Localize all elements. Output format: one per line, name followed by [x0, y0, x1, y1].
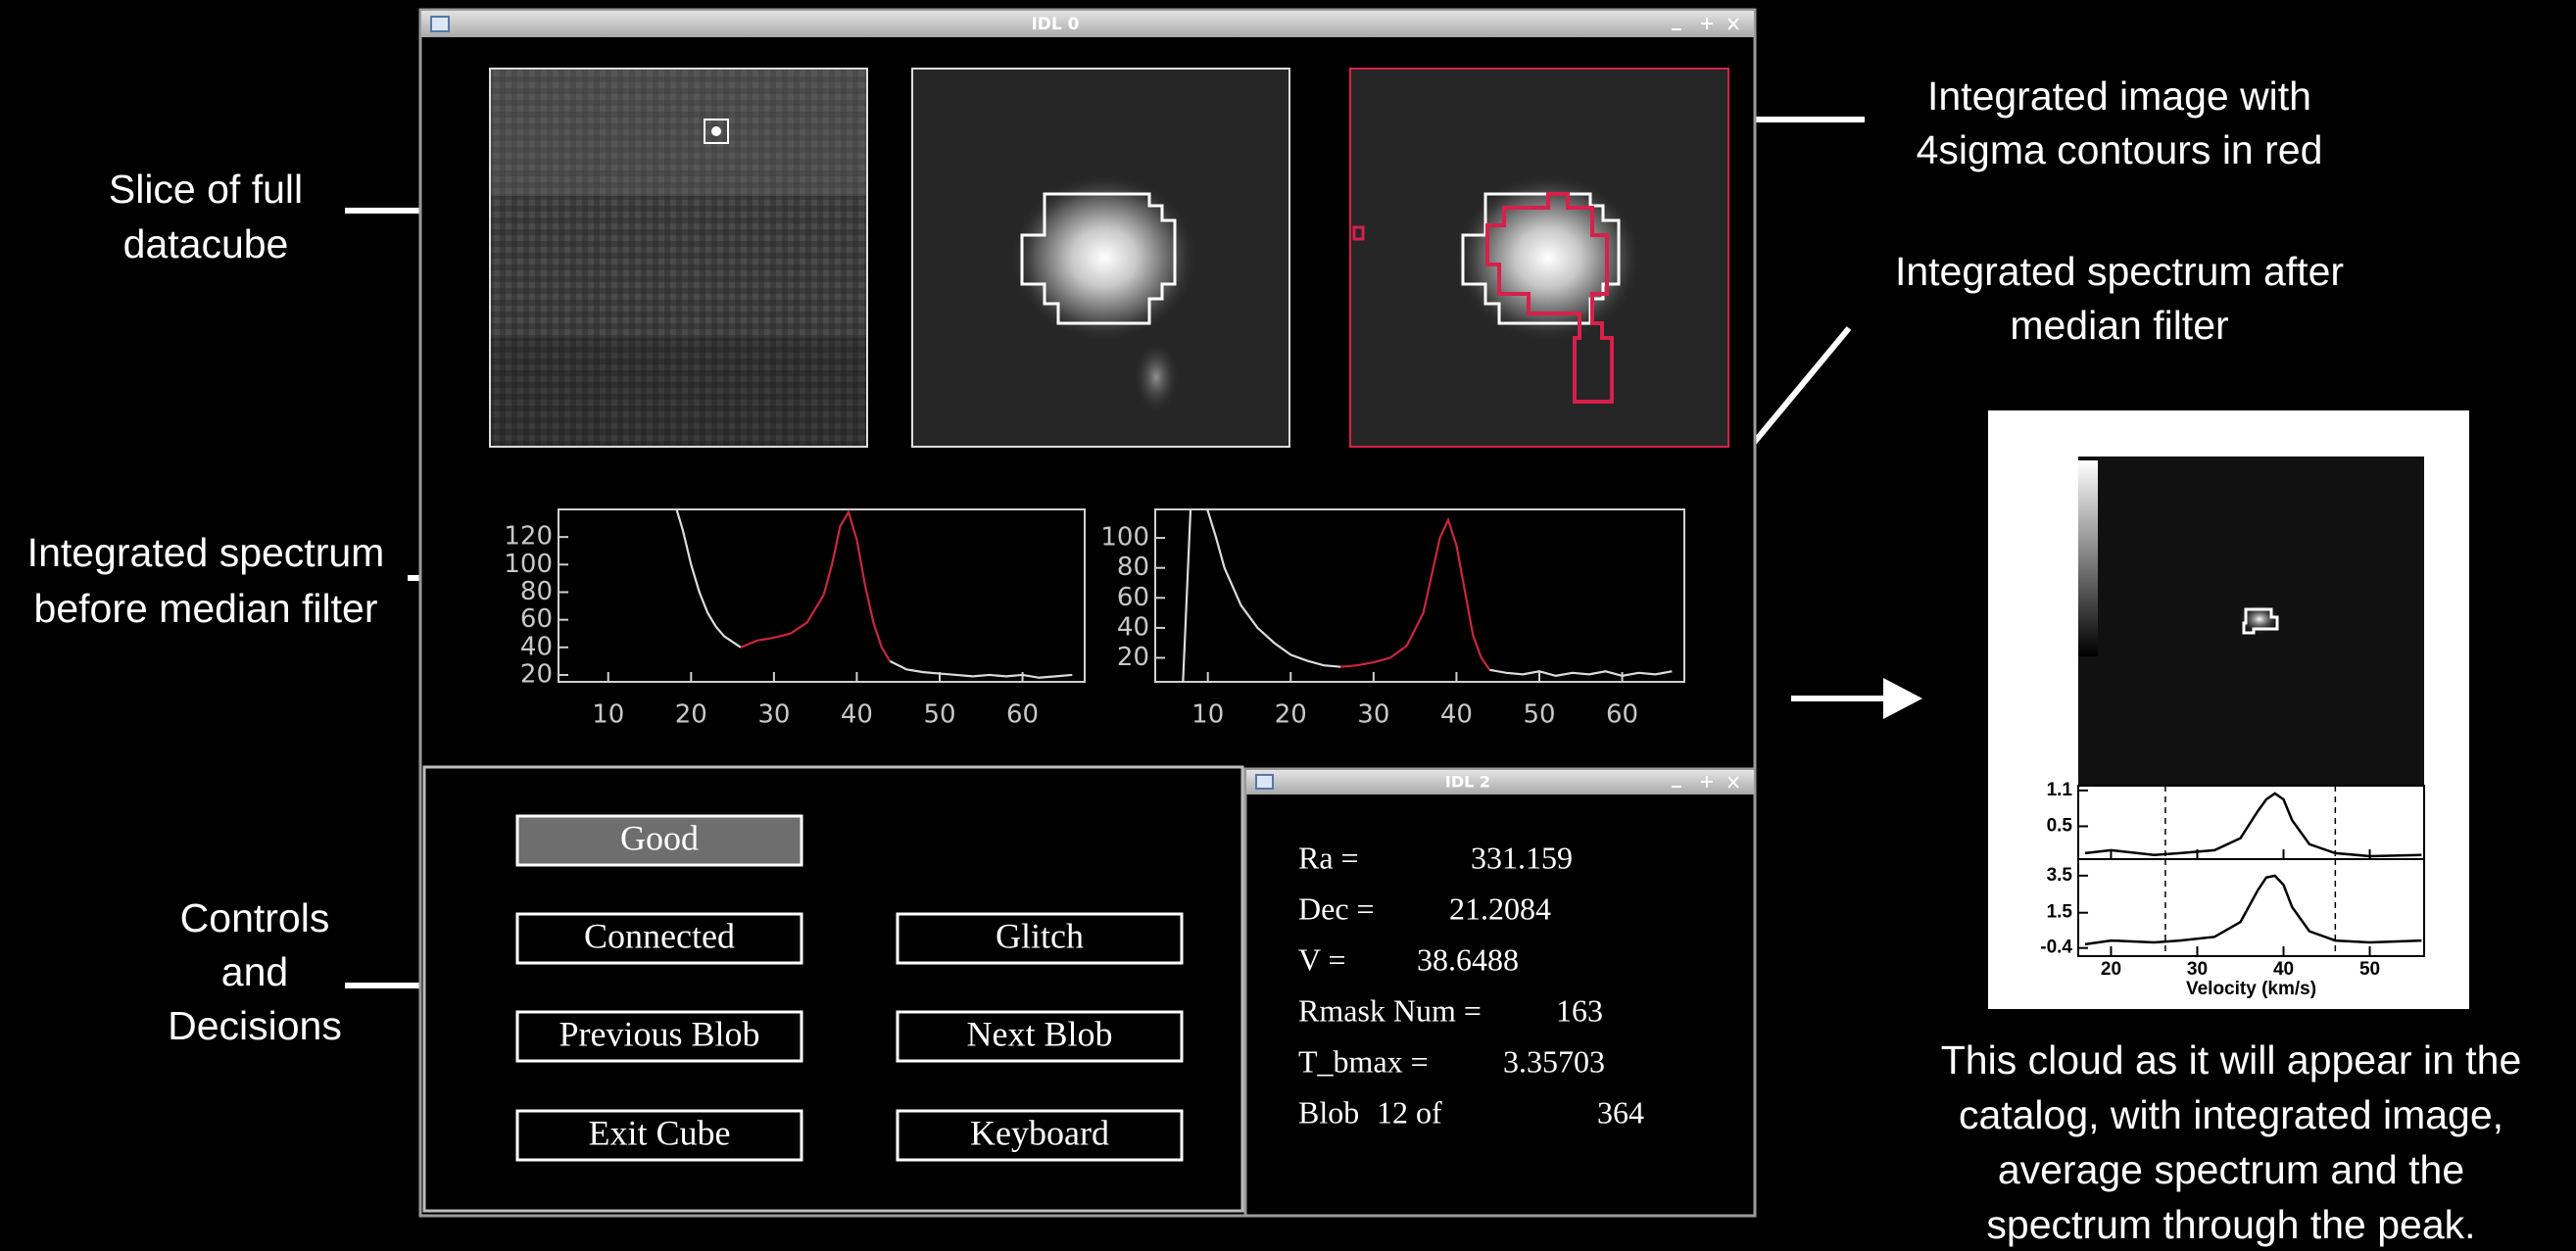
annotation: Controls: [180, 895, 330, 940]
y-tick-label: 120: [504, 522, 553, 552]
y-tick-label: 40: [520, 632, 553, 661]
info-label: Blob: [1298, 1094, 1359, 1130]
annotation: datacube: [123, 221, 289, 266]
body: IDL 0: [0, 0, 2576, 1251]
y-tick-label: 1.1: [2047, 780, 2073, 800]
x-tick-label: 50: [923, 700, 955, 730]
annotation: spectrum through the peak.: [1986, 1202, 2475, 1247]
x-tick-label: 20: [1275, 700, 1307, 730]
integrated-image: [912, 69, 1289, 447]
window-title: IDL 0: [1031, 15, 1079, 34]
y-tick-label: 1.5: [2047, 902, 2073, 923]
info-value: 163: [1556, 992, 1603, 1028]
slice-source: [711, 126, 721, 136]
button-label[interactable]: Glitch: [996, 916, 1084, 955]
button[interactable]: Exit Cube: [517, 1111, 802, 1160]
annotation: catalog, with integrated image,: [1959, 1092, 2503, 1137]
button-label[interactable]: Good: [620, 818, 699, 857]
y-tick-label: 100: [504, 550, 553, 579]
x-tick-label: 30: [757, 700, 790, 730]
x-tick-label: 50: [1523, 700, 1555, 730]
button[interactable]: Glitch: [898, 914, 1182, 963]
annotation: and: [221, 949, 288, 994]
page: IDL blob review {"annotations": [ {"line…: [0, 0, 2576, 1251]
y-tick-label: 40: [1117, 612, 1149, 642]
button[interactable]: Connected: [517, 914, 802, 963]
annotation: median filter: [2010, 303, 2228, 348]
button-label[interactable]: Keyboard: [970, 1113, 1109, 1152]
annotation: 4sigma contours in red: [1917, 127, 2323, 172]
window-icon: [431, 17, 449, 31]
info-value: 3.35703: [1503, 1043, 1605, 1079]
title-bar[interactable]: [1246, 770, 1754, 794]
y-tick-label: -0.4: [2040, 938, 2072, 958]
annotation: Integrated image with: [1927, 73, 2311, 119]
x-tick-label: 30: [2187, 959, 2208, 980]
title-bar[interactable]: [421, 11, 1754, 37]
info-value: 331.159: [1471, 840, 1573, 875]
datacube-slice: [490, 69, 867, 447]
button[interactable]: Keyboard: [898, 1111, 1182, 1160]
x-tick-label: 50: [2359, 959, 2380, 980]
y-tick-label: 3.5: [2047, 865, 2073, 886]
info-label: Dec =: [1298, 890, 1375, 926]
x-tick-label: 30: [1357, 700, 1389, 730]
info-value: 38.6488: [1417, 941, 1519, 977]
button[interactable]: Previous Blob: [517, 1012, 802, 1061]
info-label: V =: [1298, 941, 1346, 977]
image-blob: [1132, 338, 1181, 416]
y-tick-label: 100: [1100, 523, 1149, 553]
x-tick-label: 40: [1440, 700, 1473, 730]
y-tick-label: 60: [520, 604, 553, 634]
info-label: T_bmax =: [1298, 1043, 1429, 1079]
x-axis-label: Velocity (km/s): [2186, 979, 2316, 999]
x-tick-label: 20: [2101, 959, 2121, 980]
y-tick-label: 80: [520, 577, 553, 606]
annotation: This cloud as it will appear in the: [1941, 1037, 2522, 1083]
slice-band: [490, 338, 867, 447]
info-label: Ra =: [1298, 840, 1359, 875]
y-tick-label: 80: [1117, 553, 1149, 582]
arrow-head: [1883, 678, 1922, 719]
y-tick-label: 20: [520, 659, 553, 689]
x-tick-label: 20: [675, 700, 707, 730]
button-label[interactable]: Next Blob: [967, 1014, 1113, 1053]
annotation: Decisions: [168, 1003, 342, 1048]
y-tick-label: 60: [1117, 583, 1149, 612]
window-title: IDL 2: [1445, 773, 1490, 792]
annotation: average spectrum and the: [1998, 1147, 2464, 1192]
info-label: Rmask Num =: [1298, 992, 1482, 1028]
annotation: Integrated spectrum after: [1895, 249, 2344, 294]
annotation: Slice of full: [109, 167, 303, 212]
x-tick-label: 60: [1606, 700, 1638, 730]
x-tick-label: 40: [2273, 959, 2294, 980]
window-icon: [1256, 775, 1273, 789]
y-tick-label: 20: [1117, 643, 1149, 672]
button[interactable]: Good: [517, 816, 802, 865]
info-value: 12 of: [1377, 1094, 1442, 1130]
button-label[interactable]: Connected: [584, 916, 735, 955]
button-label[interactable]: Previous Blob: [559, 1014, 759, 1053]
y-tick-label: 0.5: [2047, 815, 2073, 836]
annotation: Integrated spectrum: [27, 530, 385, 575]
x-tick-label: 10: [592, 700, 624, 730]
info-value: 21.2084: [1449, 890, 1551, 926]
annotation: before median filter: [34, 586, 378, 631]
x-tick-label: 60: [1006, 700, 1039, 730]
info-value: 364: [1597, 1094, 1644, 1130]
contour-image: [1350, 69, 1728, 447]
colorbar: [2078, 460, 2098, 656]
button-label[interactable]: Exit Cube: [589, 1113, 731, 1152]
x-tick-label: 10: [1191, 700, 1224, 730]
image-blob: [1011, 174, 1197, 341]
slide: IDL 0: [0, 0, 2576, 1251]
x-tick-label: 40: [841, 700, 873, 730]
button[interactable]: Next Blob: [898, 1012, 1182, 1061]
slice-band: [490, 69, 867, 196]
